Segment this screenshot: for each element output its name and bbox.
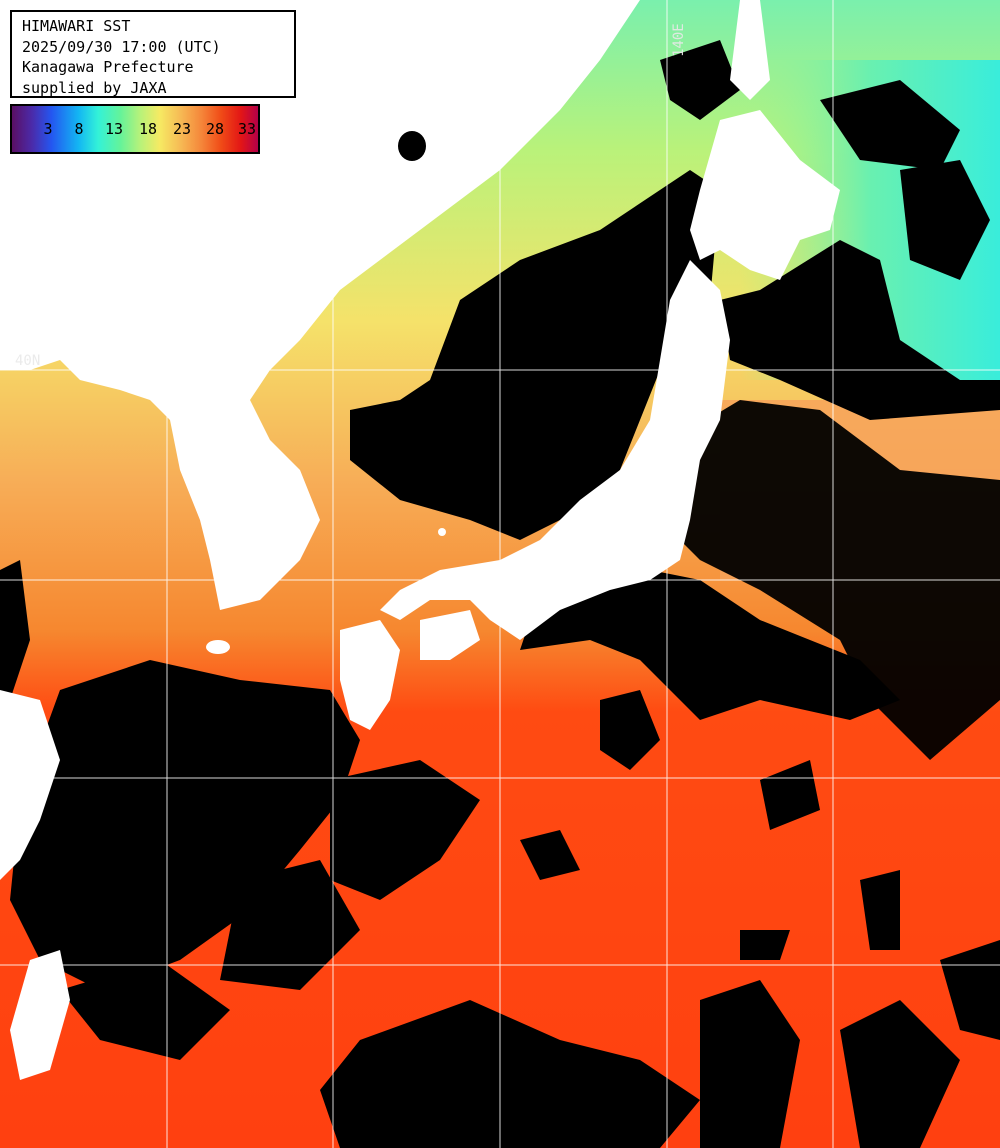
hokkaido [690, 110, 840, 280]
info-box: HIMAWARI SST 2025/09/30 17:00 (UTC) Kana… [10, 10, 296, 98]
map-region: Kanagawa Prefecture [22, 58, 194, 76]
legend-tick: 23 [172, 120, 192, 138]
taiwan [10, 950, 70, 1080]
legend-tick: 13 [104, 120, 124, 138]
color-legend: 3 8 13 18 23 28 33 [10, 104, 260, 154]
legend-tick: 8 [74, 120, 84, 138]
ulleung-island [438, 528, 446, 536]
jeju-island [206, 640, 230, 654]
legend-tick: 3 [43, 120, 53, 138]
map-credit: supplied by JAXA [22, 78, 167, 97]
map-datetime: 2025/09/30 17:00 (UTC) [22, 37, 221, 56]
legend-tick: 18 [138, 120, 158, 138]
latitude-label: 40N [15, 353, 41, 369]
island-dark [398, 131, 426, 161]
legend-tick: 28 [205, 120, 225, 138]
map-title: HIMAWARI SST [22, 17, 131, 35]
cloud-mask [0, 40, 1000, 1148]
legend-tick: 33 [237, 120, 257, 138]
honshu [380, 260, 730, 640]
kyushu [340, 620, 400, 730]
sakhalin [730, 0, 770, 100]
longitude-label: 140E [671, 23, 687, 57]
china-coast [0, 690, 60, 880]
shikoku [420, 610, 480, 660]
